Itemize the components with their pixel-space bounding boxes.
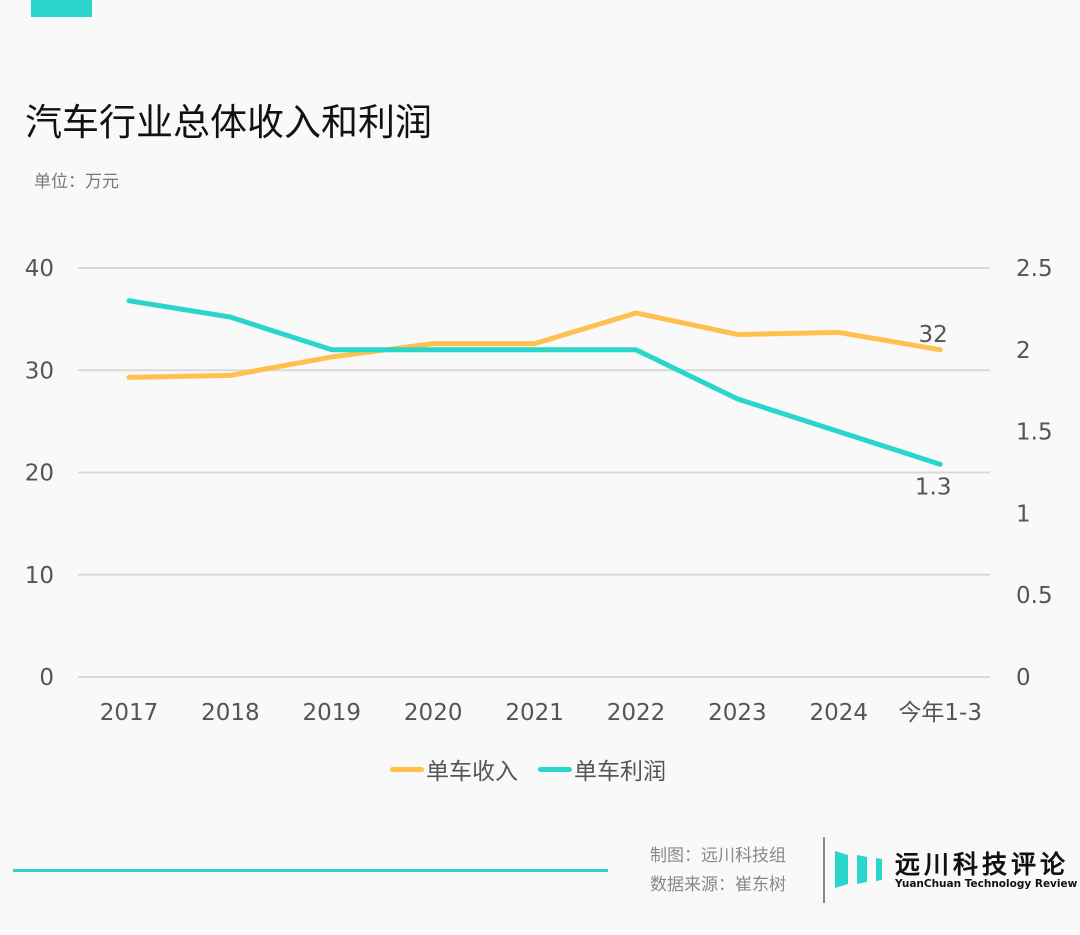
top-accent-bar [31,0,92,17]
x-tick-label: 2020 [404,700,463,726]
x-tick-label: 2019 [303,700,362,726]
series-line-profit [126,298,943,467]
unit-label: 单位：万元 [34,172,119,192]
right-tick-label: 2 [1016,338,1031,364]
end-data-label: 32 [919,322,948,348]
right-tick-label: 0.5 [1016,583,1053,609]
x-tick-label: 2023 [708,700,767,726]
x-tick-label: 2022 [607,700,666,726]
chart-title: 汽车行业总体收入和利润 [25,101,432,144]
credit-data-source: 数据来源：崔东树 [650,875,786,895]
logo-icon [835,851,882,888]
right-tick-label: 2.5 [1016,256,1053,282]
legend-swatch-profit [538,766,572,772]
legend-label-revenue: 单车收入 [426,759,518,785]
logo-text-cn: 远川科技评论 [895,850,1070,879]
legend-swatch-revenue [390,766,424,772]
right-axis: 0 0.5 1 1.5 2 2.5 [1016,256,1053,691]
legend: 单车收入 单车利润 [390,752,686,786]
vertical-divider [823,837,825,903]
legend-label-profit: 单车利润 [574,759,666,785]
left-tick-label: 20 [25,461,54,487]
x-tick-label: 2024 [810,700,869,726]
left-tick-label: 30 [25,358,54,384]
logo-text-en: YuanChuan Technology Review [895,878,1078,890]
right-tick-label: 1 [1016,501,1031,527]
grid-layer [78,267,990,678]
x-tick-label: 2018 [201,700,260,726]
footer-divider-line [13,869,608,872]
left-tick-label: 10 [25,563,54,589]
left-tick-label: 0 [39,665,54,691]
right-tick-label: 1.5 [1016,420,1053,446]
x-axis: 2017 2018 2019 2020 2021 2022 2023 2024 今年1-3 [100,700,982,726]
legend-item-revenue[interactable]: 单车收入 [390,752,518,786]
credits: 制图：远川科技组 数据来源：崔东树 [650,842,786,900]
x-tick-label: 2017 [100,700,159,726]
left-tick-label: 40 [25,256,54,282]
left-axis: 0 10 20 30 40 [25,256,54,691]
data-labels: 321.3 [915,322,952,501]
x-tick-label: 今年1-3 [898,700,982,726]
series-layer [126,298,943,467]
credit-chart-maker: 制图：远川科技组 [650,846,786,866]
right-tick-label: 0 [1016,665,1031,691]
legend-item-profit[interactable]: 单车利润 [538,752,666,786]
x-tick-label: 2021 [505,700,564,726]
end-data-label: 1.3 [915,474,952,500]
